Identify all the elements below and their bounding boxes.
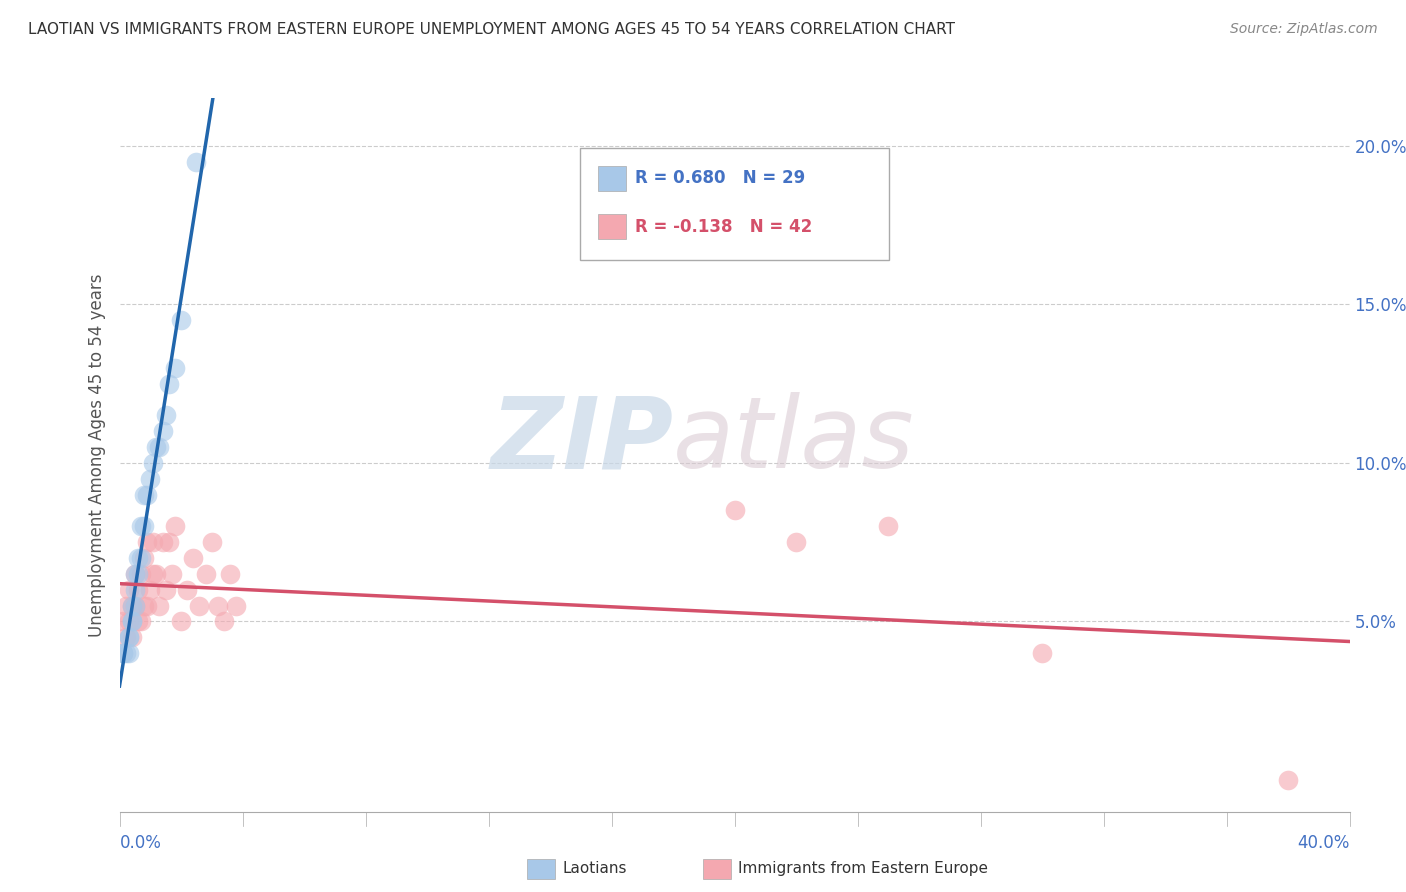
- Point: [111, 615, 134, 629]
- Point: [124, 599, 146, 613]
- Point: [170, 615, 193, 629]
- Point: [139, 582, 162, 597]
- Point: [118, 615, 141, 629]
- Point: [118, 582, 141, 597]
- Point: [785, 535, 807, 549]
- Text: 40.0%: 40.0%: [1298, 834, 1350, 852]
- Point: [152, 424, 174, 438]
- Point: [127, 615, 149, 629]
- Point: [142, 456, 165, 470]
- Point: [129, 519, 152, 533]
- Point: [163, 360, 186, 375]
- Point: [1031, 646, 1053, 660]
- Point: [207, 599, 229, 613]
- Point: [186, 154, 208, 169]
- Point: [121, 599, 143, 613]
- Point: [145, 566, 167, 581]
- Point: [132, 487, 156, 501]
- Point: [148, 599, 170, 613]
- Point: [183, 551, 205, 566]
- Point: [1277, 772, 1299, 787]
- Text: R = -0.138   N = 42: R = -0.138 N = 42: [636, 218, 813, 235]
- Text: LAOTIAN VS IMMIGRANTS FROM EASTERN EUROPE UNEMPLOYMENT AMONG AGES 45 TO 54 YEARS: LAOTIAN VS IMMIGRANTS FROM EASTERN EUROP…: [28, 22, 955, 37]
- Point: [219, 566, 242, 581]
- Point: [132, 519, 156, 533]
- Point: [111, 646, 134, 660]
- Point: [129, 615, 152, 629]
- Point: [176, 582, 198, 597]
- Point: [124, 566, 146, 581]
- Point: [212, 615, 235, 629]
- Point: [723, 503, 745, 517]
- Point: [136, 535, 159, 549]
- Point: [118, 630, 141, 644]
- Point: [163, 519, 186, 533]
- Point: [157, 535, 180, 549]
- Text: R = 0.680   N = 29: R = 0.680 N = 29: [636, 169, 806, 187]
- Point: [148, 440, 170, 454]
- Point: [132, 599, 156, 613]
- Point: [155, 582, 177, 597]
- Point: [114, 630, 136, 644]
- Point: [157, 376, 180, 391]
- Point: [121, 615, 143, 629]
- Point: [194, 566, 217, 581]
- Text: ZIP: ZIP: [491, 392, 673, 489]
- Point: [136, 487, 159, 501]
- Text: Laotians: Laotians: [562, 862, 627, 876]
- Point: [114, 646, 136, 660]
- Point: [111, 646, 134, 660]
- Point: [118, 630, 141, 644]
- Point: [129, 566, 152, 581]
- Text: Source: ZipAtlas.com: Source: ZipAtlas.com: [1230, 22, 1378, 37]
- Point: [170, 313, 193, 327]
- Point: [121, 615, 143, 629]
- Point: [124, 582, 146, 597]
- Point: [124, 599, 146, 613]
- Point: [121, 630, 143, 644]
- Point: [132, 551, 156, 566]
- Point: [124, 566, 146, 581]
- Point: [155, 409, 177, 423]
- Point: [145, 440, 167, 454]
- Point: [136, 599, 159, 613]
- Point: [188, 599, 211, 613]
- Point: [127, 551, 149, 566]
- Text: 0.0%: 0.0%: [120, 834, 162, 852]
- Point: [127, 582, 149, 597]
- Point: [142, 535, 165, 549]
- Point: [152, 535, 174, 549]
- Text: Immigrants from Eastern Europe: Immigrants from Eastern Europe: [738, 862, 988, 876]
- Point: [877, 519, 900, 533]
- Y-axis label: Unemployment Among Ages 45 to 54 years: Unemployment Among Ages 45 to 54 years: [87, 273, 105, 637]
- Point: [129, 551, 152, 566]
- Point: [142, 566, 165, 581]
- Point: [201, 535, 224, 549]
- Point: [139, 472, 162, 486]
- Point: [225, 599, 247, 613]
- Point: [118, 646, 141, 660]
- Point: [160, 566, 183, 581]
- Point: [127, 566, 149, 581]
- Point: [114, 599, 136, 613]
- Point: [121, 599, 143, 613]
- Text: atlas: atlas: [673, 392, 915, 489]
